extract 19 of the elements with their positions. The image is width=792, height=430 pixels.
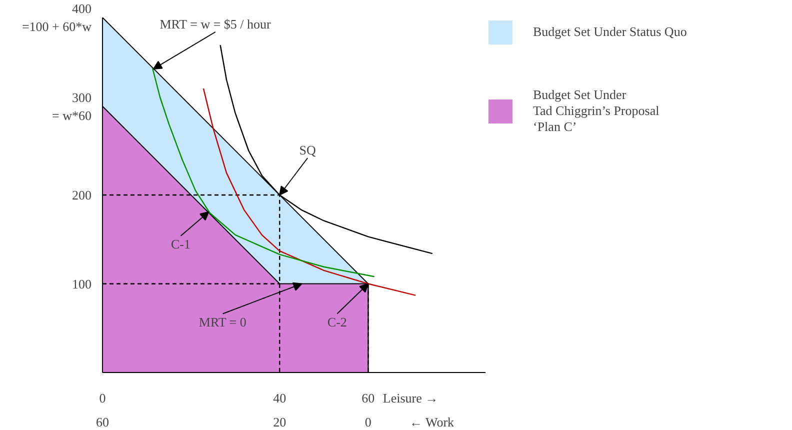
annotation: MRT = 0 xyxy=(198,314,246,330)
x-tick-label: 0 xyxy=(99,390,106,406)
legend-label: Budget Set Under Tad Chiggrin’s Proposal ‘Plan C’ xyxy=(533,87,660,135)
y-tick-label: 400 =100 + 60*w xyxy=(22,1,92,34)
annotation: MRT = w = $5 / hour xyxy=(160,16,272,32)
x2-tick-label: 60 xyxy=(96,414,109,430)
annotation: SQ xyxy=(299,142,317,158)
legend-label: Budget Set Under Status Quo xyxy=(533,24,687,40)
y-tick-label: 200 xyxy=(72,188,92,202)
annotation: C-2 xyxy=(327,314,347,330)
x2-tick-label: 20 xyxy=(273,414,286,430)
x2-axis-title: ← Work xyxy=(409,414,455,430)
x2-tick-label: 0 xyxy=(364,414,372,430)
x-tick-label: 60 xyxy=(362,390,375,406)
y-tick-label: 100 xyxy=(72,276,92,292)
x-tick-label: 40 xyxy=(273,390,286,406)
x-axis-title: Leisure → xyxy=(382,390,438,406)
annotation: C-1 xyxy=(171,236,191,252)
y-tick-label: 300 = w*60 xyxy=(52,90,92,123)
